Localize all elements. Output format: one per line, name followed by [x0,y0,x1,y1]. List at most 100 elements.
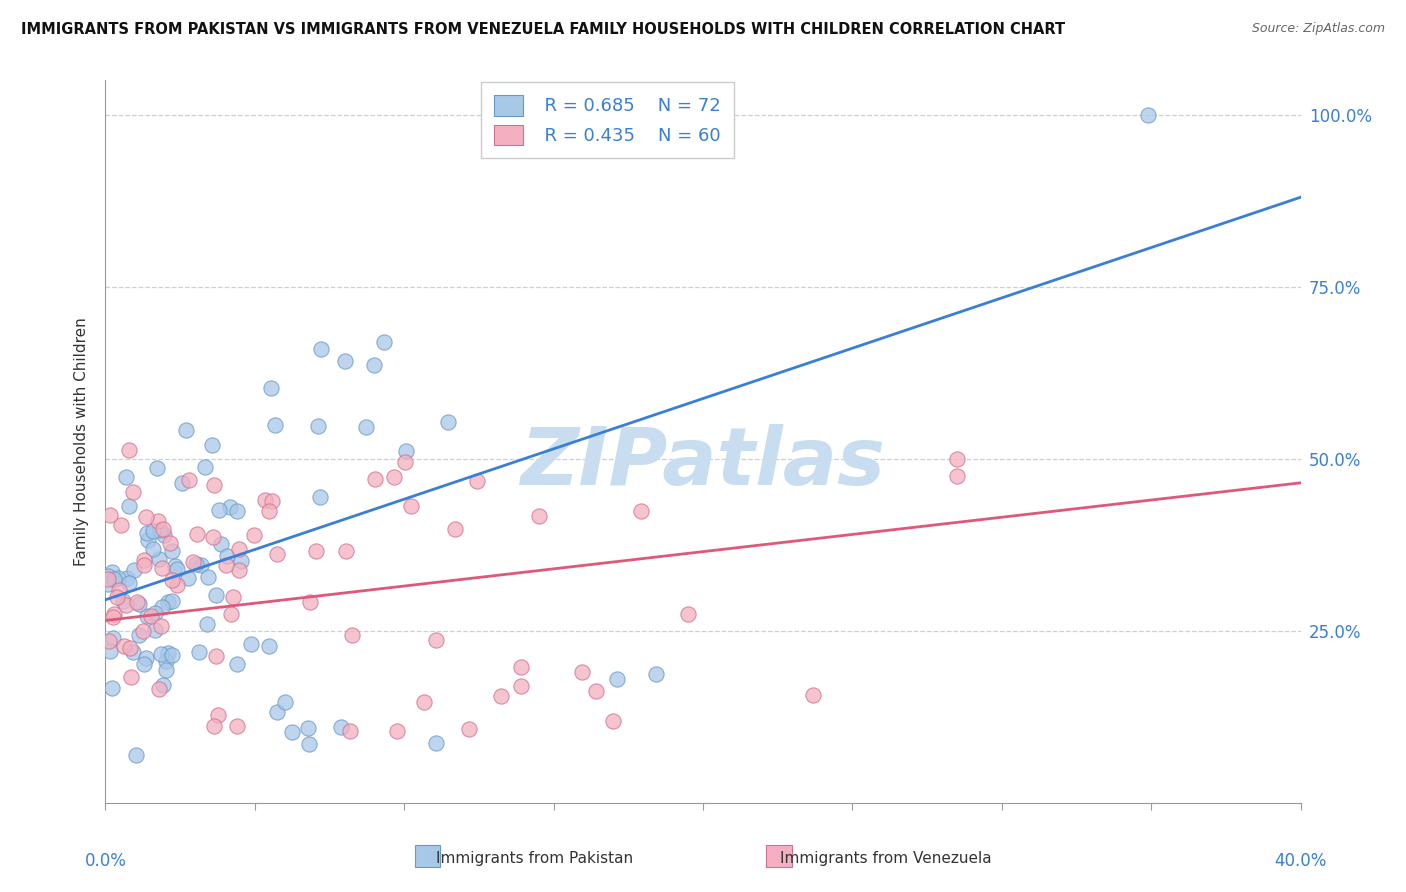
Point [373,335,395,350]
Point [183,555,205,569]
Point [108,583,131,598]
Point [222,590,245,604]
Point [184,557,207,571]
Point [124,563,146,577]
Point [103,572,125,586]
Point [98,508,121,523]
Bar [415,845,440,867]
Point [115,599,138,613]
Point [259,381,281,395]
Point [202,719,225,733]
Point [114,639,136,653]
Point [676,607,699,621]
Point [274,695,297,709]
Point [602,714,624,729]
Point [257,639,280,653]
Point [425,736,447,750]
Point [101,631,124,645]
Point [146,514,169,528]
Point [166,562,188,576]
Point [489,690,512,704]
Point [382,470,405,484]
Point [413,695,436,709]
Point [142,524,165,538]
Point [177,474,200,488]
Point [150,560,173,574]
Point [399,500,422,514]
Point [335,544,357,558]
Point [159,536,181,550]
Point [122,645,145,659]
Point [205,648,228,663]
Point [510,660,533,674]
Legend:   R = 0.685    N = 72,   R = 0.435    N = 60: R = 0.685 N = 72, R = 0.435 N = 60 [481,82,734,158]
Point [266,547,288,561]
Point [231,554,253,568]
Point [946,451,969,466]
Point [309,342,332,356]
Point [225,657,247,672]
Point [510,679,533,693]
Point [309,490,332,504]
Text: 0.0%: 0.0% [84,852,127,870]
Point [132,558,155,573]
Point [152,523,174,537]
Point [946,469,969,483]
Point [97,572,120,586]
Point [135,651,157,665]
Point [112,594,135,608]
Point [335,354,357,368]
Point [208,503,231,517]
Point [149,647,172,661]
Point [155,663,177,677]
Point [606,672,628,686]
Point [585,684,607,698]
Point [219,607,242,622]
Point [215,558,238,572]
Point [385,724,408,739]
Point [135,608,157,623]
Bar [766,845,792,867]
Point [266,705,288,719]
Point [160,544,183,558]
Point [118,442,141,457]
Point [218,500,240,514]
Point [201,438,224,452]
Point [142,541,165,556]
Point [146,461,169,475]
Point [395,443,418,458]
Point [128,628,150,642]
Point [645,667,668,681]
Point [118,576,141,591]
Text: 40.0%: 40.0% [1274,852,1327,870]
Point [571,665,593,680]
Point [228,541,250,556]
Point [97,569,120,583]
Point [149,619,172,633]
Point [148,681,170,696]
Point [156,595,179,609]
Point [425,633,447,648]
Point [98,644,121,658]
Point [170,475,193,490]
Text: ZIPatlas: ZIPatlas [520,425,886,502]
Point [257,504,280,518]
Point [193,460,215,475]
Point [444,522,467,536]
Point [298,595,321,609]
Point [329,721,352,735]
Point [1137,108,1160,122]
Point [156,646,179,660]
Text: Source: ZipAtlas.com: Source: ZipAtlas.com [1251,22,1385,36]
Point [148,523,170,537]
Point [262,494,284,508]
Point [110,517,132,532]
Point [139,609,162,624]
Point [263,417,285,432]
Point [143,607,166,621]
Point [115,571,138,585]
Point [228,563,250,577]
Point [187,644,209,658]
Point [340,627,363,641]
Point [305,544,328,558]
